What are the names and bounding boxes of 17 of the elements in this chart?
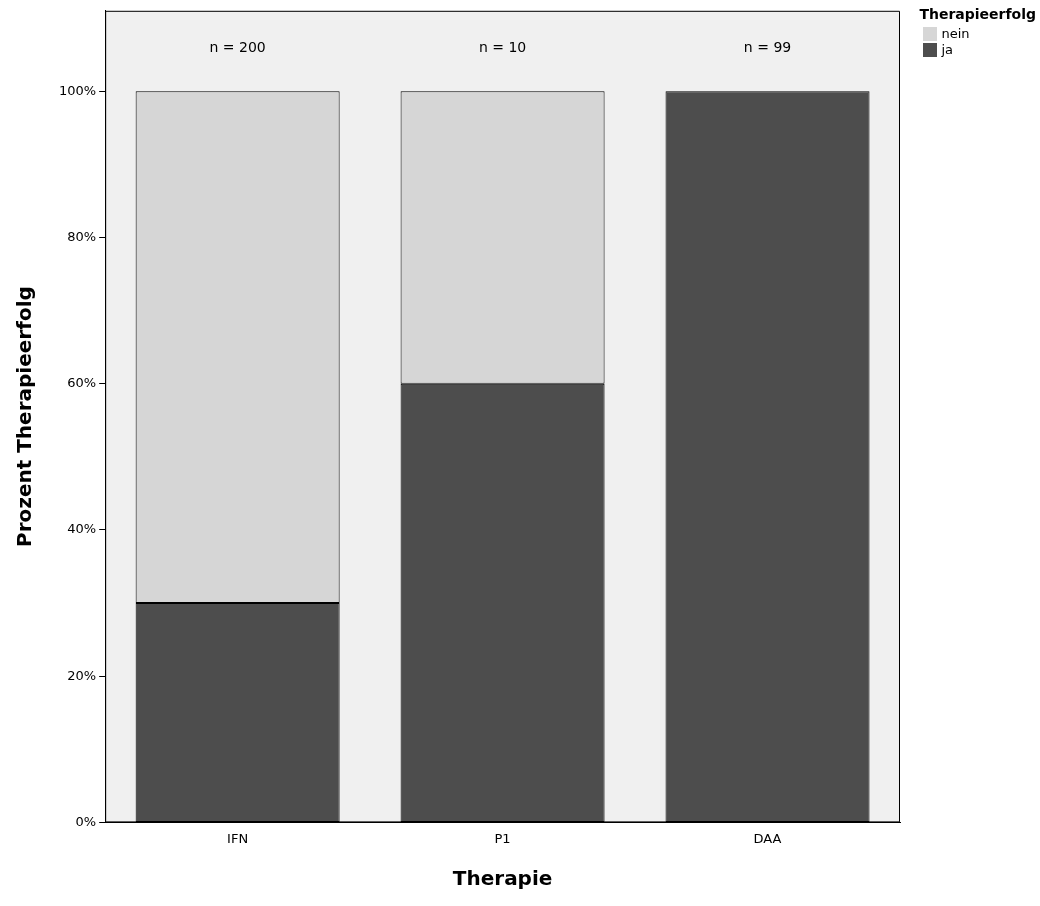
x-tick-label: DAA	[753, 830, 782, 846]
y-tick-label: 80%	[67, 228, 97, 244]
x-tick-label: P1	[494, 830, 511, 846]
legend-title: Therapieerfolg	[919, 6, 1036, 22]
y-tick-label: 20%	[67, 667, 97, 683]
annotation: n = 200	[209, 39, 266, 56]
y-tick-label: 40%	[67, 521, 97, 537]
x-axis-title: Therapie	[452, 866, 553, 891]
annotation: n = 10	[478, 39, 527, 56]
x-tick-label: IFN	[227, 830, 249, 846]
y-tick-label: 100%	[58, 82, 97, 98]
legend-label: ja	[941, 42, 953, 58]
legend-label: nein	[941, 26, 970, 42]
y-tick-label: 60%	[67, 375, 97, 391]
y-axis-title: Prozent Therapieerfolg	[12, 286, 37, 548]
annotation: n = 99	[743, 39, 792, 56]
y-tick-label: 0%	[75, 813, 97, 829]
